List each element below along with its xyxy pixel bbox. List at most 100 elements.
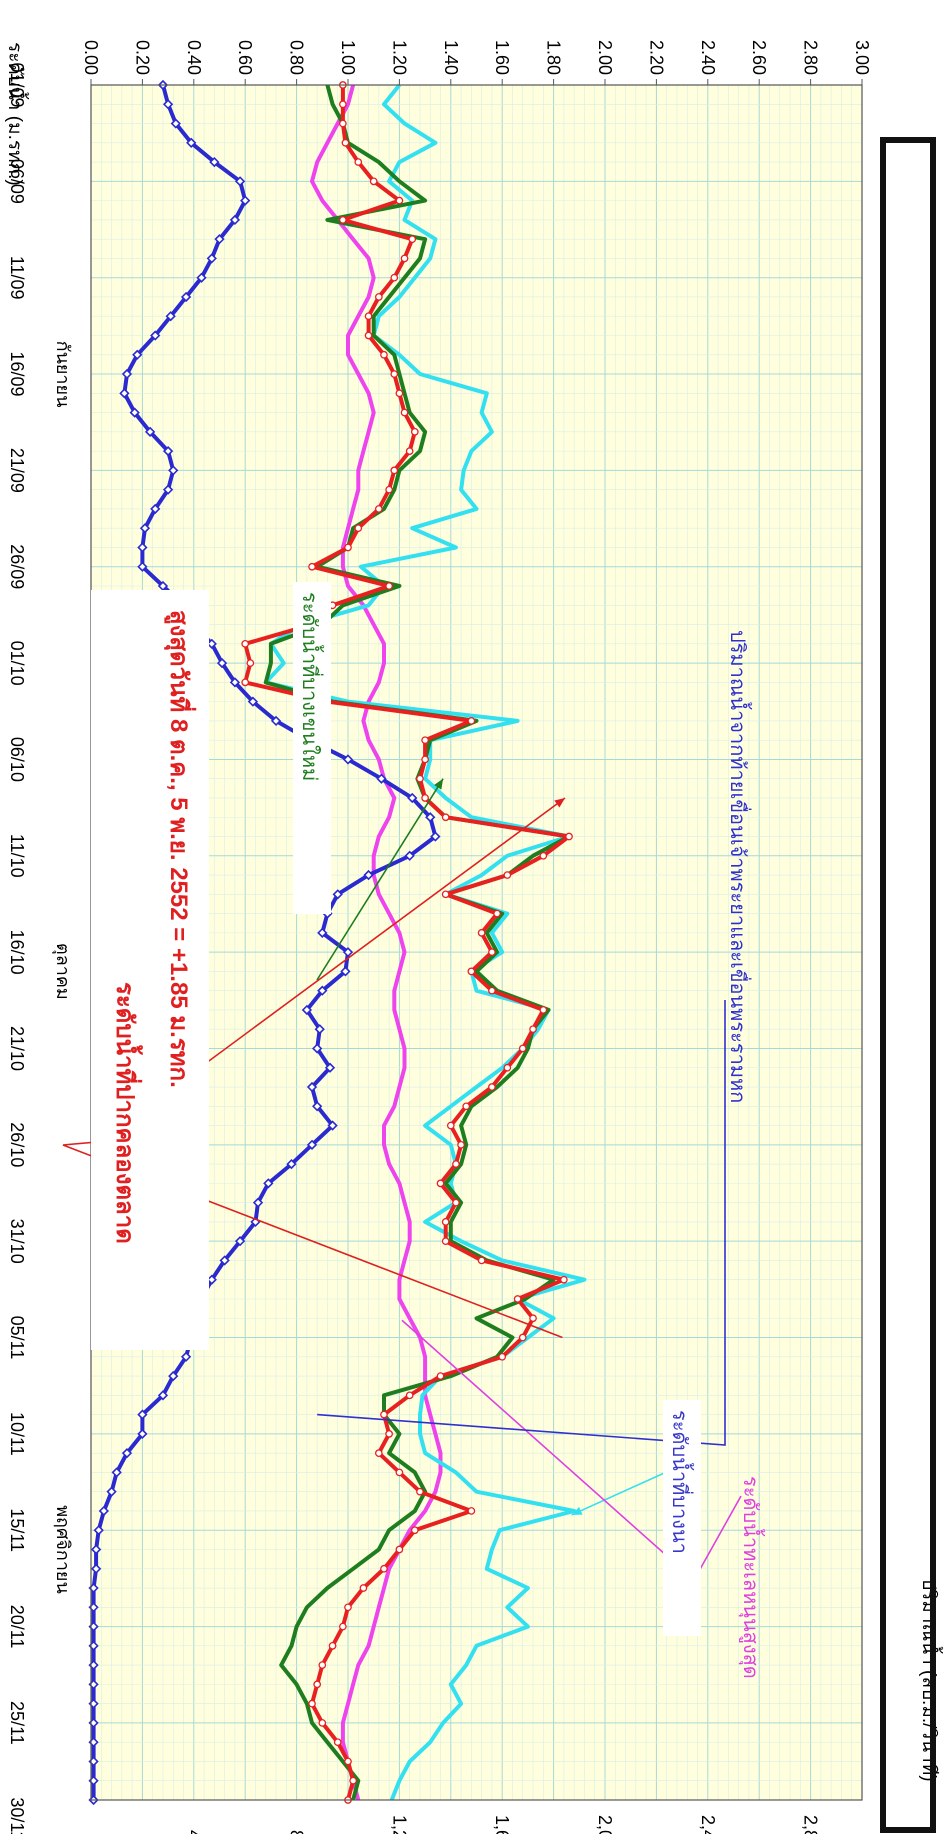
point-dam-discharge (247, 696, 259, 707)
bangkhen-label-box (293, 582, 331, 914)
point-dam-discharge (150, 330, 161, 341)
point-pakkhlong (421, 755, 429, 764)
point-pakkhlong (369, 177, 378, 186)
point-dam-discharge (180, 1351, 192, 1362)
point-pakkhlong (328, 1641, 337, 1650)
point-dam-discharge (270, 715, 282, 727)
point-pakkhlong (441, 890, 450, 899)
point-dam-discharge (252, 1197, 264, 1208)
point-pakkhlong (380, 350, 388, 359)
right-tick-label: 2,800 (801, 1815, 821, 1834)
left-axis-title: ระดับน้ำ (ม.รทก.) (4, 42, 29, 186)
point-dam-discharge (165, 311, 176, 322)
point-dam-discharge (137, 1428, 148, 1440)
x-tick-label: 25/11 (7, 1701, 27, 1745)
point-dam-discharge (91, 1544, 102, 1555)
series-layer (88, 79, 587, 1806)
left-tick-label: 0.00 (81, 40, 101, 75)
point-pakkhlong (395, 196, 404, 205)
left-tick-label: 0.40 (184, 40, 204, 75)
point-pakkhlong (380, 1564, 388, 1573)
right-tick-label: 2,400 (698, 1815, 718, 1834)
point-dam-discharge (91, 1563, 102, 1574)
point-pakkhlong (477, 1256, 486, 1265)
point-pakkhlong (408, 235, 417, 244)
point-dam-discharge (327, 1120, 338, 1131)
x-tick-label: 26/10 (7, 1122, 27, 1167)
point-dam-discharge (93, 1525, 104, 1536)
pakkhlong-label: ระดับน้ำที่ปากคลองตลาด (111, 982, 144, 1244)
point-pakkhlong (410, 428, 419, 436)
point-pakkhlong (446, 1121, 455, 1130)
point-pakkhlong (395, 1468, 404, 1477)
point-dam-discharge (139, 523, 151, 534)
right-tick-label: 800 (287, 1830, 307, 1834)
series-line-0 (263, 83, 587, 1801)
point-dam-discharge (186, 137, 197, 148)
point-dam-discharge (119, 388, 130, 399)
point-dam-discharge (240, 195, 251, 206)
point-pakkhlong (498, 1352, 507, 1361)
point-pakkhlong (374, 1449, 383, 1457)
point-dam-discharge (129, 407, 140, 418)
point-pakkhlong (339, 100, 347, 109)
point-dam-discharge (170, 118, 181, 129)
point-pakkhlong (349, 1776, 357, 1785)
header-frame (880, 137, 936, 1833)
left-tick-label: 0.60 (235, 40, 255, 75)
point-pakkhlong (436, 1179, 445, 1188)
point-dam-discharge (168, 1370, 179, 1382)
point-dam-discharge (314, 1024, 325, 1035)
point-pakkhlong (395, 389, 404, 398)
left-tick-label: 2.80 (801, 40, 821, 75)
point-dam-discharge (263, 1178, 274, 1189)
point-dam-discharge (229, 677, 241, 688)
point-pakkhlong (518, 1333, 527, 1342)
point-pakkhlong (344, 1757, 352, 1766)
point-dam-discharge (196, 272, 207, 283)
left-tick-label: 0.20 (132, 40, 152, 75)
x-tick-label: 15/11 (7, 1508, 27, 1552)
x-tick-label: 05/11 (7, 1316, 27, 1360)
point-dam-discharge (137, 1409, 148, 1420)
point-pakkhlong (518, 1044, 527, 1053)
left-tick-label: 1.60 (492, 40, 512, 75)
bangna-arrow-head (571, 1506, 583, 1515)
axes: 0.00 0.20 0.40 0.60 0.80 1.00 1.20 1.40 1.60 1.80… (7, 40, 872, 1839)
point-dam-discharge (150, 503, 161, 515)
point-pakkhlong (359, 1584, 368, 1592)
point-pakkhlong (457, 1140, 465, 1149)
x-tick-label: 31/10 (7, 1219, 27, 1264)
left-tick-label: 1.20 (389, 40, 409, 75)
left-tick-label: 1.00 (338, 40, 358, 75)
right-tick-label: 1,200 (389, 1815, 409, 1834)
left-tick-label: 2.20 (646, 40, 666, 75)
point-pakkhlong (421, 794, 429, 802)
point-dam-discharge (121, 1448, 133, 1459)
point-dam-discharge (219, 1255, 230, 1266)
point-pakkhlong (344, 1603, 352, 1612)
point-pakkhlong (241, 678, 250, 687)
sea-tide-label: ระดับน้ำทะเลหนุนสูงสุด (738, 1476, 765, 1679)
point-dam-discharge (206, 638, 217, 649)
point-pakkhlong (364, 312, 373, 321)
point-dam-discharge (214, 234, 225, 245)
point-dam-discharge (312, 1043, 323, 1054)
point-pakkhlong (308, 1699, 316, 1708)
point-dam-discharge (306, 1139, 318, 1150)
x-tick-label: 21/10 (7, 1026, 27, 1071)
point-dam-discharge (206, 1274, 217, 1285)
point-dam-discharge (234, 176, 246, 187)
point-pakkhlong (539, 1006, 548, 1014)
left-tick-label: 3.00 (852, 40, 872, 75)
point-pakkhlong (313, 1680, 322, 1689)
point-dam-discharge (162, 484, 174, 495)
point-pakkhlong (374, 293, 383, 301)
x-tick-label: 06/10 (7, 737, 27, 782)
point-pakkhlong (462, 1102, 471, 1111)
month-label-november: พฤศจิกายน (53, 1505, 73, 1594)
point-dam-discharge (229, 214, 241, 226)
peak-annotation-text: สูงสุดวันที่ 8 ต.ค., 5 พ.ย. 2552 = +1.85… (163, 610, 197, 1088)
